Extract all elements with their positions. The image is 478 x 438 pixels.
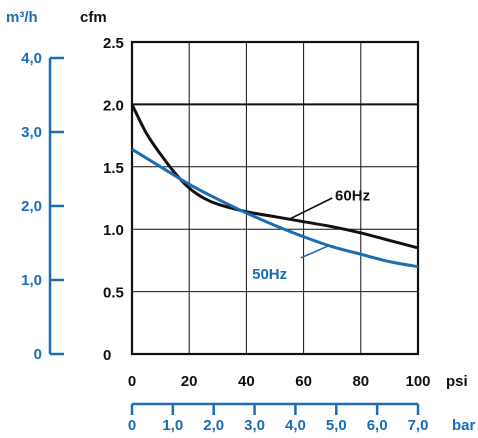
x-tick-label: 100 [405,373,430,390]
x-tick-label: 80 [352,373,369,390]
x-tick-label: 20 [181,373,198,390]
plot-frame [130,40,420,356]
secondary-x-tick-label: 1,0 [162,417,183,434]
secondary-axes: 0 1,0 2,0 3,0 4,0 m³/h 0 1,0 2,0 3,0 4,0 5,0 6,0 7,0 b… [6,9,476,434]
secondary-x-tick-label: 7,0 [408,417,429,434]
secondary-y-tick-label: 0 [34,346,42,363]
secondary-x-tick-label: 0 [128,417,136,434]
x-tick-label: 0 [128,373,136,390]
secondary-x-tick-label: 4,0 [285,417,306,434]
x-axis-unit-psi: psi [446,373,468,390]
secondary-y-tick-label: 2,0 [21,198,42,215]
y-axis-unit-cfm: cfm [80,9,107,26]
y-tick-label: 1.0 [103,222,124,239]
y-tick-label: 2.5 [103,35,124,52]
secondary-x-tick-label: 6,0 [367,417,388,434]
secondary-x-unit: bar [452,417,476,434]
x-tick-label: 60 [295,373,312,390]
secondary-y-unit: m³/h [6,9,38,26]
secondary-x-tick-label: 2,0 [203,417,224,434]
secondary-y-tick-label: 3,0 [21,124,42,141]
secondary-y-tick-label: 1,0 [21,272,42,289]
labels: 60Hz 50Hz 0 0.5 1.0 1.5 2.0 2.5 cfm 0 20 40 60 80 100 p… [80,9,468,390]
y-tick-label: 1.5 [103,160,124,177]
series-layer [130,103,419,269]
y-tick-label: 0 [103,347,111,364]
series-label-leader-60hz [288,197,333,220]
series-line-60Hz [130,103,419,250]
y-tick-label: 2.0 [103,97,124,114]
series-label-leader-50hz [300,244,330,259]
grid [131,41,419,355]
x-tick-label: 40 [238,373,255,390]
series-line-50Hz [131,148,419,269]
series-label-60hz: 60Hz [335,187,370,204]
secondary-x-tick-label: 3,0 [244,417,265,434]
y-tick-label: 0.5 [103,285,124,302]
series-label-50hz: 50Hz [252,266,287,283]
secondary-y-tick-label: 4,0 [21,50,42,67]
secondary-x-tick-label: 5,0 [326,417,347,434]
